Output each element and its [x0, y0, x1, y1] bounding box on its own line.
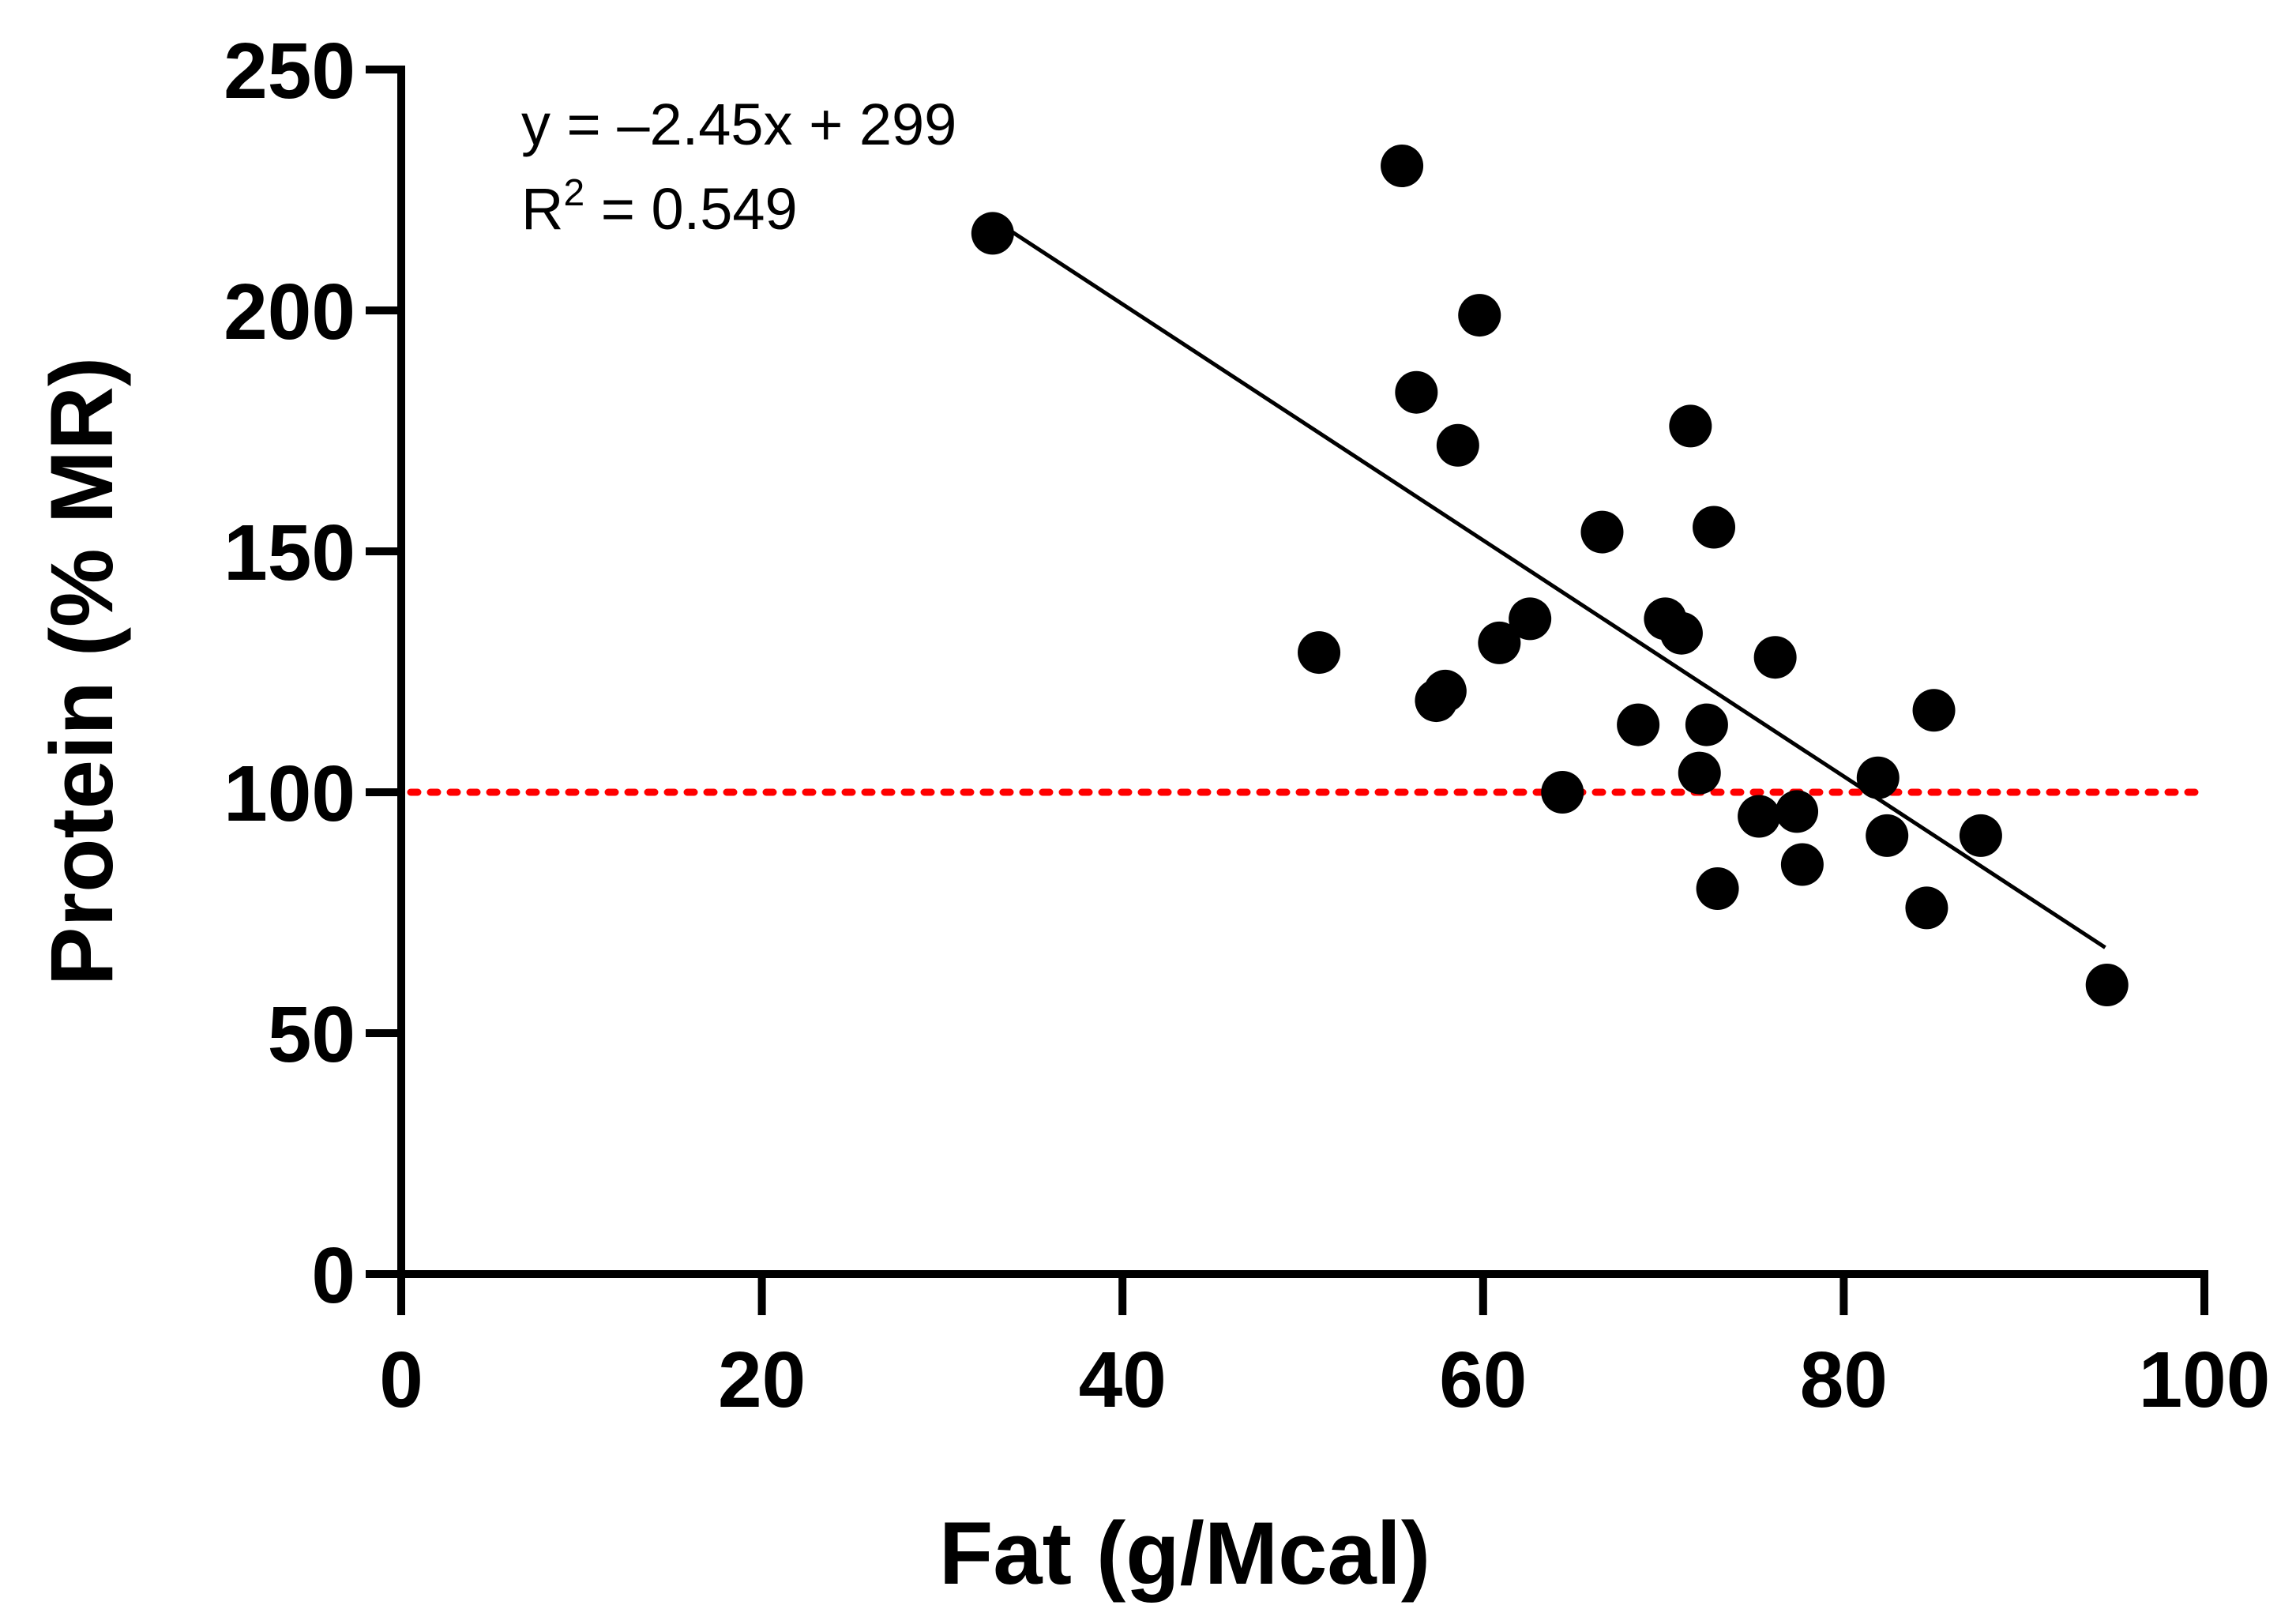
x-tick-label: 20 — [718, 1336, 806, 1424]
y-tick-label: 50 — [268, 991, 355, 1079]
y-tick-label: 0 — [311, 1231, 355, 1320]
data-point — [1423, 669, 1467, 712]
data-point — [1738, 795, 1781, 838]
data-point — [1541, 771, 1584, 814]
data-point — [1678, 751, 1721, 795]
data-point — [1381, 145, 1424, 187]
data-point — [971, 212, 1014, 255]
y-tick-label: 250 — [224, 27, 355, 115]
data-point — [1298, 631, 1341, 675]
data-point — [1509, 597, 1552, 641]
data-point — [1617, 703, 1660, 746]
data-point — [1912, 689, 1956, 732]
data-point — [1776, 790, 1819, 833]
data-point — [1669, 404, 1712, 448]
y-axis: 0 50 100 150 200 250 — [224, 27, 405, 1320]
x-tick-label: 40 — [1079, 1336, 1167, 1424]
y-tick-label: 150 — [224, 509, 355, 597]
data-point — [1693, 506, 1736, 549]
r-squared-symbol: R — [521, 176, 563, 242]
y-axis-title: Protein (% MR) — [32, 357, 131, 986]
r-squared-superscript: 2 — [563, 172, 584, 214]
data-point — [1458, 294, 1501, 337]
regression-line — [1004, 225, 2106, 949]
data-point — [1959, 814, 2002, 857]
x-tick-label: 60 — [1439, 1336, 1527, 1424]
equation-label: y = –2.45x + 299 — [521, 92, 956, 157]
x-tick-label: 80 — [1800, 1336, 1888, 1424]
x-axis-title: Fat (g/Mcal) — [939, 1504, 1430, 1603]
data-point — [1436, 423, 1479, 467]
data-point — [1580, 510, 1624, 554]
data-point — [1905, 886, 1948, 930]
y-tick-label: 100 — [224, 750, 355, 838]
data-point — [1780, 843, 1824, 886]
r-squared-label: R2 = 0.549 — [521, 172, 798, 242]
data-point — [1395, 370, 1438, 414]
data-point — [1696, 867, 1739, 910]
data-points — [971, 145, 2129, 1006]
x-tick-label: 100 — [2139, 1336, 2271, 1424]
data-point — [1753, 636, 1797, 679]
data-point — [1866, 814, 1909, 857]
data-point — [2085, 964, 2129, 1006]
data-point — [1478, 621, 1521, 664]
y-axis-ticks: 0 50 100 150 200 250 — [224, 27, 401, 1320]
x-axis: 0 20 40 60 80 100 — [379, 1270, 2270, 1424]
x-tick-label: 0 — [379, 1336, 423, 1424]
data-point — [1856, 756, 1900, 799]
y-tick-label: 200 — [224, 268, 355, 356]
r-squared-value: = 0.549 — [584, 176, 798, 242]
data-point — [1685, 703, 1728, 746]
x-axis-ticks: 0 20 40 60 80 100 — [379, 1274, 2270, 1424]
data-point — [1659, 611, 1703, 655]
